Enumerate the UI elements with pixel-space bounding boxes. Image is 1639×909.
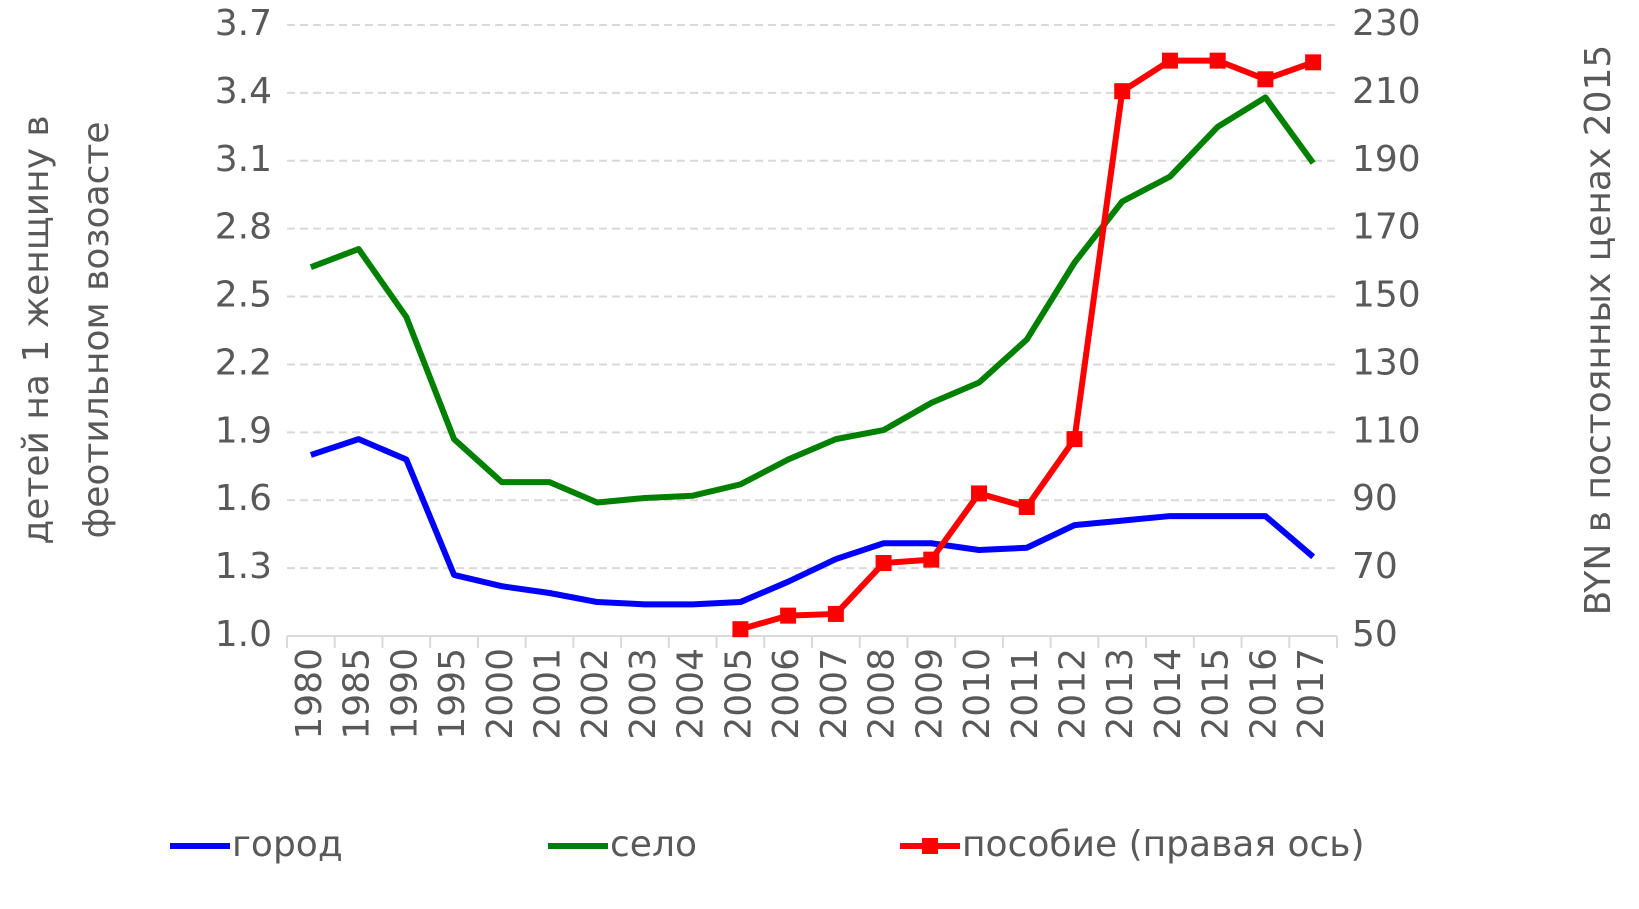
- marker: [1114, 83, 1131, 100]
- y-axis-label: феотильном возоасте: [76, 121, 117, 538]
- x-tick-label: 1985: [337, 648, 378, 740]
- marker: [1066, 431, 1083, 448]
- legend-label: село: [610, 824, 697, 865]
- y-tick-label: 1.9: [215, 410, 272, 451]
- y2-tick-label: 90: [1352, 478, 1398, 519]
- x-tick-label: 2000: [480, 648, 521, 740]
- legend-marker: [922, 838, 938, 854]
- x-tick-label: 2017: [1291, 648, 1332, 740]
- y-axis-label: детей на 1 женщину в: [16, 115, 57, 544]
- marker: [875, 555, 892, 572]
- series-line: [739, 57, 1315, 633]
- y-tick-label: 1.3: [215, 546, 272, 587]
- x-tick-label: 2003: [623, 648, 664, 740]
- x-tick-label: 2012: [1053, 648, 1094, 740]
- x-tick-label: 2005: [718, 648, 759, 740]
- series-line: [309, 436, 1316, 608]
- x-tick-label: 2010: [957, 648, 998, 740]
- marker: [923, 551, 940, 568]
- y2-tick-label: 110: [1352, 410, 1421, 451]
- y2-axis-label: BYN в постоянных ценах 2015: [1578, 45, 1619, 616]
- x-tick-label: 1990: [384, 648, 425, 740]
- legend-label: пособие (правая ось): [962, 824, 1365, 865]
- y2-tick-label: 130: [1352, 342, 1421, 383]
- x-tick-label: 2009: [909, 648, 950, 740]
- y-tick-label: 3.4: [215, 71, 272, 112]
- x-tick-label: 2006: [766, 648, 807, 740]
- legend-label: город: [232, 824, 343, 865]
- y2-tick-label: 50: [1352, 614, 1398, 655]
- y2-tick-label: 210: [1352, 71, 1421, 112]
- y-tick-label: 1.6: [215, 478, 272, 519]
- x-tick-label: 2013: [1100, 648, 1141, 740]
- y2-tick-label: 150: [1352, 275, 1421, 316]
- x-tick-label: 1980: [289, 648, 330, 740]
- x-tick-label: 2016: [1243, 648, 1284, 740]
- x-tick-label: 2001: [528, 648, 569, 740]
- x-tick-label: 2014: [1148, 648, 1189, 740]
- marker: [1257, 71, 1274, 88]
- marker: [780, 607, 797, 624]
- y2-tick-label: 190: [1352, 139, 1421, 180]
- x-tick-label: 2002: [575, 648, 616, 740]
- marker: [1018, 499, 1035, 516]
- y-tick-label: 2.8: [215, 207, 272, 248]
- marker: [732, 621, 749, 638]
- marker: [827, 605, 844, 622]
- x-tick-label: 1995: [432, 648, 473, 740]
- y2-tick-label: 170: [1352, 207, 1421, 248]
- x-tick-label: 2015: [1196, 648, 1237, 740]
- marker: [1305, 54, 1322, 71]
- series-line: [309, 94, 1316, 506]
- y-tick-label: 2.2: [215, 342, 272, 383]
- y2-tick-label: 70: [1352, 546, 1398, 587]
- x-tick-label: 2004: [671, 648, 712, 740]
- x-tick-label: 2007: [814, 648, 855, 740]
- y-tick-label: 2.5: [215, 275, 272, 316]
- x-tick-label: 2008: [862, 648, 903, 740]
- marker: [971, 485, 988, 502]
- y-tick-label: 3.7: [215, 3, 272, 44]
- marker: [1161, 52, 1178, 69]
- y-tick-label: 3.1: [215, 139, 272, 180]
- y2-tick-label: 230: [1352, 3, 1421, 44]
- y-tick-label: 1.0: [215, 614, 272, 655]
- x-tick-label: 2011: [1005, 648, 1046, 740]
- marker: [1209, 52, 1226, 69]
